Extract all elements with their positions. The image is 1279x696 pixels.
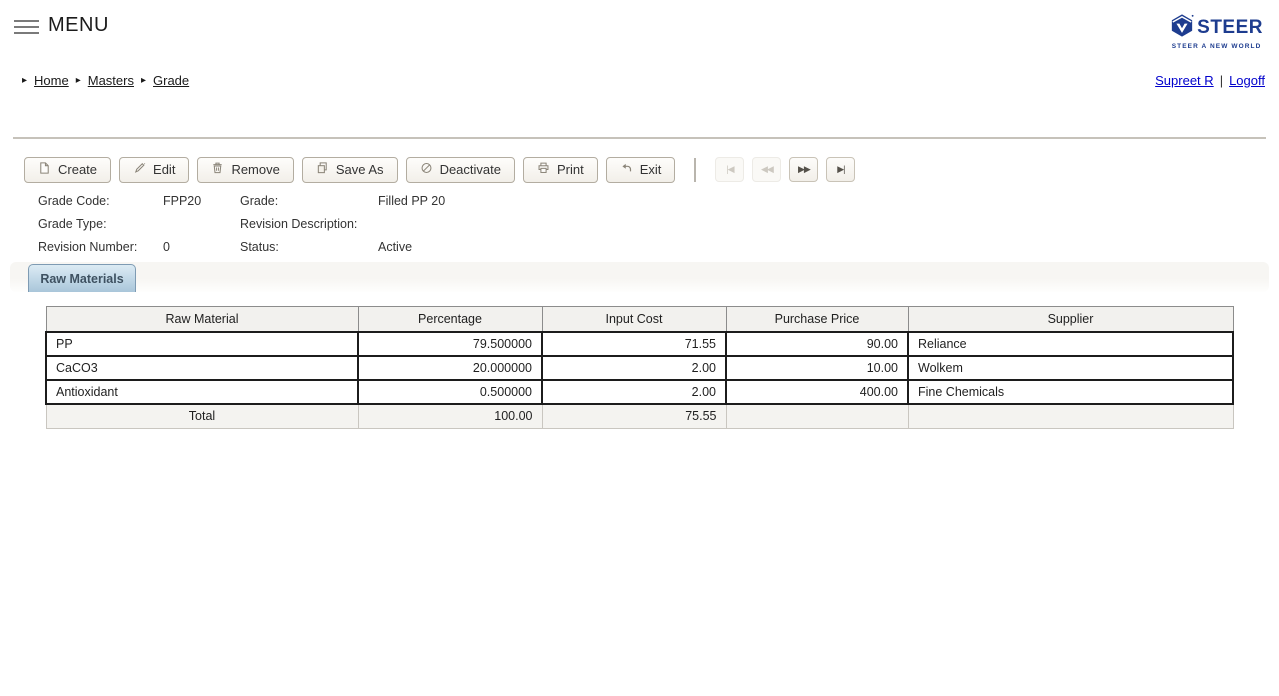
cell-input-cost: 2.00 xyxy=(541,354,727,381)
cell-purchase-price: 400.00 xyxy=(725,378,909,405)
trash-icon xyxy=(211,161,224,178)
grade-type-value xyxy=(163,218,240,231)
slash-circle-icon xyxy=(420,161,433,178)
cell-input-cost: 2.00 xyxy=(541,378,727,405)
logoff-link[interactable]: Logoff xyxy=(1229,73,1265,88)
revision-number-value: 0 xyxy=(163,240,170,254)
username-link[interactable]: Supreet R xyxy=(1155,73,1214,88)
grade-type-label: Grade Type: xyxy=(38,217,107,231)
printer-icon xyxy=(537,161,550,178)
pagination-next-button[interactable]: ▶▶ xyxy=(789,157,819,182)
column-header-percentage: Percentage xyxy=(357,306,543,332)
cell-percentage: 20.000000 xyxy=(357,354,543,381)
breadcrumb-grade[interactable]: Grade xyxy=(153,73,190,88)
cell-purchase-price: 10.00 xyxy=(725,354,909,381)
revision-description-value xyxy=(378,218,1279,231)
menu-button[interactable]: MENU xyxy=(14,14,109,37)
cell-raw-material: PP xyxy=(45,330,359,357)
column-header-supplier: Supplier xyxy=(907,306,1234,332)
tab-strip: Raw Materials xyxy=(10,262,1269,292)
breadcrumb-arrow-icon: ▸ xyxy=(22,75,28,86)
status-value: Active xyxy=(378,240,413,254)
pagination-last-button[interactable]: ▶| xyxy=(826,157,856,182)
table-row[interactable]: Antioxidant 0.500000 2.00 400.00 Fine Ch… xyxy=(45,378,1234,405)
column-header-input-cost: Input Cost xyxy=(541,306,727,332)
back-arrow-icon xyxy=(620,161,633,178)
edit-button[interactable]: Edit xyxy=(119,156,190,183)
header-divider xyxy=(13,137,1266,139)
revision-number-label: Revision Number: xyxy=(38,240,138,254)
breadcrumb-arrow-icon: ▸ xyxy=(75,75,81,86)
cell-raw-material: CaCO3 xyxy=(45,354,359,381)
revision-description-label: Revision Description: xyxy=(240,217,358,231)
total-input-cost: 75.55 xyxy=(541,403,727,429)
create-button-label: Create xyxy=(58,162,98,177)
user-links-separator: | xyxy=(1219,73,1224,88)
tab-raw-materials[interactable]: Raw Materials xyxy=(28,264,136,292)
cell-percentage: 79.500000 xyxy=(357,330,543,357)
cell-percentage: 0.500000 xyxy=(357,378,543,405)
hamburger-icon xyxy=(14,18,39,34)
save-as-button[interactable]: Save As xyxy=(301,156,398,183)
table-total-row: Total 100.00 75.55 xyxy=(45,403,1234,429)
user-links: Supreet R | Logoff xyxy=(1155,73,1265,88)
total-purchase-price xyxy=(725,403,909,429)
table-header-row: Raw Material Percentage Input Cost Purch… xyxy=(45,306,1234,332)
grade-code-label: Grade Code: xyxy=(38,194,110,208)
cell-supplier: Reliance xyxy=(907,330,1234,357)
steer-hexagon-icon xyxy=(1170,14,1194,42)
print-button[interactable]: Print xyxy=(522,156,598,183)
cell-purchase-price: 90.00 xyxy=(725,330,909,357)
total-supplier xyxy=(907,403,1234,429)
save-as-button-label: Save As xyxy=(335,162,384,177)
top-header: MENU STEER STEER A NEW WORLD xyxy=(0,0,1279,50)
total-label: Total xyxy=(45,403,359,429)
pagination-first-button: |◀ xyxy=(715,157,745,182)
create-button[interactable]: Create xyxy=(24,156,112,183)
copy-pages-icon xyxy=(316,161,329,178)
status-label: Status: xyxy=(240,240,279,254)
total-percentage: 100.00 xyxy=(357,403,543,429)
breadcrumb-home[interactable]: Home xyxy=(34,73,69,88)
toolbar: Create Edit Remove Save As Deactivate Pr… xyxy=(24,156,1279,183)
print-button-label: Print xyxy=(556,162,584,177)
grade-code-value: FPP20 xyxy=(163,194,202,208)
cell-supplier: Fine Chemicals xyxy=(907,378,1234,405)
cell-input-cost: 71.55 xyxy=(541,330,727,357)
exit-button[interactable]: Exit xyxy=(605,156,676,183)
grade-label: Grade: xyxy=(240,194,279,208)
table-row[interactable]: PP 79.500000 71.55 90.00 Reliance xyxy=(45,330,1234,357)
cell-supplier: Wolkem xyxy=(907,354,1234,381)
table-row[interactable]: CaCO3 20.000000 2.00 10.00 Wolkem xyxy=(45,354,1234,381)
grade-details-form: Grade Code: FPP20 Grade: Filled PP 20 Gr… xyxy=(38,195,1279,254)
logo-tagline: STEER A NEW WORLD xyxy=(1171,43,1262,50)
deactivate-button-label: Deactivate xyxy=(439,162,501,177)
breadcrumb-row: ▸ Home ▸ Masters ▸ Grade Supreet R | Log… xyxy=(0,72,1279,89)
logo-brand-text: STEER xyxy=(1197,17,1263,38)
raw-materials-table: Raw Material Percentage Input Cost Purch… xyxy=(45,306,1234,429)
exit-button-label: Exit xyxy=(639,162,662,177)
menu-label: MENU xyxy=(48,14,109,36)
toolbar-separator xyxy=(694,157,697,182)
new-document-icon xyxy=(38,161,51,178)
cell-raw-material: Antioxidant xyxy=(45,378,359,405)
pencil-icon xyxy=(133,161,146,178)
grade-value: Filled PP 20 xyxy=(378,194,446,208)
remove-button[interactable]: Remove xyxy=(197,156,294,183)
steer-logo: STEER STEER A NEW WORLD xyxy=(1170,14,1263,50)
edit-button-label: Edit xyxy=(153,162,176,177)
breadcrumb: ▸ Home ▸ Masters ▸ Grade xyxy=(22,73,189,88)
deactivate-button[interactable]: Deactivate xyxy=(405,156,515,183)
column-header-raw-material: Raw Material xyxy=(45,306,359,332)
breadcrumb-arrow-icon: ▸ xyxy=(140,75,147,86)
remove-button-label: Remove xyxy=(231,162,280,177)
column-header-purchase-price: Purchase Price xyxy=(725,306,909,332)
breadcrumb-masters[interactable]: Masters xyxy=(87,73,134,88)
pagination-prev-button: ◀◀ xyxy=(752,157,782,182)
